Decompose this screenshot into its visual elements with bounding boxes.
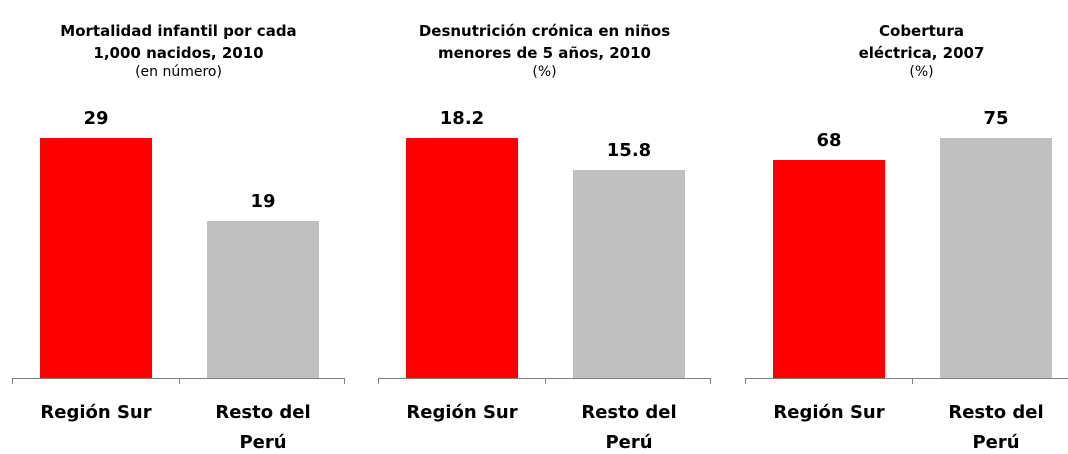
bar bbox=[40, 138, 152, 378]
axis-tick bbox=[710, 378, 711, 384]
x-tick-label: Región Sur bbox=[406, 402, 518, 423]
chart-title: eléctrica, 2007 bbox=[858, 44, 985, 62]
chart-title: Desnutrición crónica en niños bbox=[418, 22, 671, 40]
value-label: 29 bbox=[83, 108, 109, 129]
axis-tick bbox=[178, 378, 180, 384]
x-tick-label: Resto del Perú bbox=[581, 402, 677, 453]
axis-tick bbox=[911, 378, 913, 384]
value-label: 19 bbox=[250, 190, 276, 212]
chart-title: menores de 5 años, 2010 bbox=[437, 44, 651, 62]
bar bbox=[940, 138, 1052, 378]
axis-tick bbox=[12, 378, 13, 384]
bar bbox=[573, 169, 685, 378]
chart-title: 1,000 nacidos, 2010 bbox=[93, 44, 264, 62]
value-label: 75 bbox=[983, 108, 1009, 129]
chart-title: Cobertura bbox=[879, 22, 964, 40]
chart-subtitle: (%) bbox=[909, 64, 934, 80]
value-label: 68 bbox=[816, 130, 842, 152]
x-axis bbox=[745, 378, 1068, 379]
chart-subtitle: (en número) bbox=[135, 64, 222, 80]
bar bbox=[207, 220, 319, 378]
chart-title: Mortalidad infantil por cada bbox=[60, 22, 297, 40]
value-label: 15.8 bbox=[606, 139, 652, 161]
chart-subtitle: (%) bbox=[532, 64, 557, 80]
x-tick-label: Región Sur bbox=[773, 402, 885, 423]
axis-tick bbox=[745, 378, 746, 384]
value-label: 18.2 bbox=[439, 108, 485, 129]
x-tick-label: Resto del Perú bbox=[948, 402, 1044, 453]
axis-tick bbox=[544, 378, 546, 384]
bar bbox=[406, 138, 518, 378]
x-tick-label: Región Sur bbox=[40, 402, 152, 423]
axis-tick bbox=[378, 378, 379, 384]
bar bbox=[773, 160, 885, 378]
axis-tick bbox=[344, 378, 345, 384]
x-tick-label: Resto del Perú bbox=[215, 402, 311, 453]
